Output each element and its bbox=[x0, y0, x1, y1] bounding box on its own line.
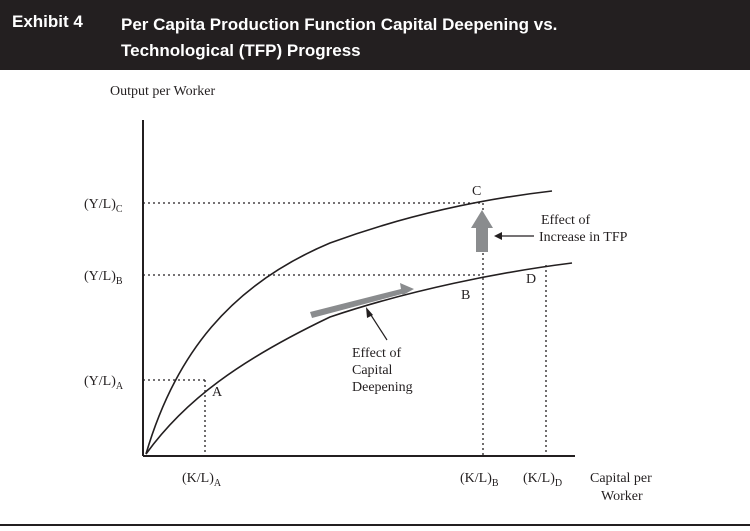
x-tick-kl-d-base: (K/L) bbox=[523, 471, 555, 486]
tfp-pointer bbox=[494, 232, 534, 240]
tfp-annotation-line2: Increase in TFP bbox=[539, 230, 628, 245]
x-tick-kl-d-sub: D bbox=[555, 478, 562, 489]
deepening-annotation-line3: Deepening bbox=[352, 380, 413, 395]
y-tick-yl-c: (Y/L)C bbox=[84, 197, 123, 215]
footer-rule bbox=[0, 524, 750, 526]
exhibit-header: Exhibit 4 Per Capita Production Function… bbox=[0, 0, 750, 70]
exhibit-title-line1: Per Capita Production Function Capital D… bbox=[121, 15, 558, 34]
tfp-pointer-head bbox=[494, 232, 502, 240]
x-axis-label-line1: Capital per bbox=[590, 471, 652, 486]
point-label-d: D bbox=[526, 272, 536, 287]
x-tick-kl-a: (K/L)A bbox=[182, 471, 222, 489]
point-label-b: B bbox=[461, 288, 470, 303]
exhibit-label: Exhibit 4 bbox=[12, 12, 83, 31]
x-tick-kl-d: (K/L)D bbox=[523, 471, 562, 489]
x-tick-kl-b-sub: B bbox=[492, 478, 499, 489]
y-tick-yl-c-base: (Y/L) bbox=[84, 197, 116, 212]
y-tick-yl-b-sub: B bbox=[116, 276, 123, 287]
upper-production-curve bbox=[145, 190, 553, 455]
y-tick-yl-a-base: (Y/L) bbox=[84, 374, 116, 389]
deepening-annotation-line1: Effect of bbox=[352, 346, 401, 361]
x-tick-kl-b: (K/L)B bbox=[460, 471, 499, 489]
tfp-annotation-line1: Effect of bbox=[541, 213, 590, 228]
capital-deepening-pointer bbox=[366, 307, 388, 341]
x-tick-kl-a-base: (K/L) bbox=[182, 471, 214, 486]
lower-production-curve bbox=[145, 262, 573, 455]
x-axis-label-line2: Worker bbox=[601, 489, 643, 504]
capital-deepening-pointer-shaft bbox=[368, 311, 388, 341]
y-tick-yl-a: (Y/L)A bbox=[84, 374, 124, 392]
point-label-a: A bbox=[212, 385, 223, 400]
y-tick-yl-c-sub: C bbox=[116, 204, 123, 215]
y-tick-yl-b: (Y/L)B bbox=[84, 269, 123, 287]
exhibit-title-line2: Technological (TFP) Progress bbox=[121, 41, 361, 60]
tfp-annotation: Effect of Increase in TFP bbox=[539, 213, 628, 245]
y-tick-yl-b-base: (Y/L) bbox=[84, 269, 116, 284]
deepening-annotation-line2: Capital bbox=[352, 363, 393, 378]
capital-deepening-annotation: Effect of Capital Deepening bbox=[352, 346, 413, 395]
y-axis-label: Output per Worker bbox=[110, 84, 215, 99]
x-tick-kl-b-base: (K/L) bbox=[460, 471, 492, 486]
point-label-c: C bbox=[472, 184, 481, 199]
tfp-increase-arrow bbox=[471, 210, 493, 252]
exhibit-title: Per Capita Production Function Capital D… bbox=[121, 12, 721, 64]
capital-deepening-pointer-head bbox=[366, 307, 373, 318]
capital-deepening-arrow bbox=[310, 283, 414, 318]
y-tick-yl-a-sub: A bbox=[116, 381, 124, 392]
x-tick-kl-a-sub: A bbox=[214, 478, 222, 489]
guide-lines bbox=[143, 202, 547, 456]
